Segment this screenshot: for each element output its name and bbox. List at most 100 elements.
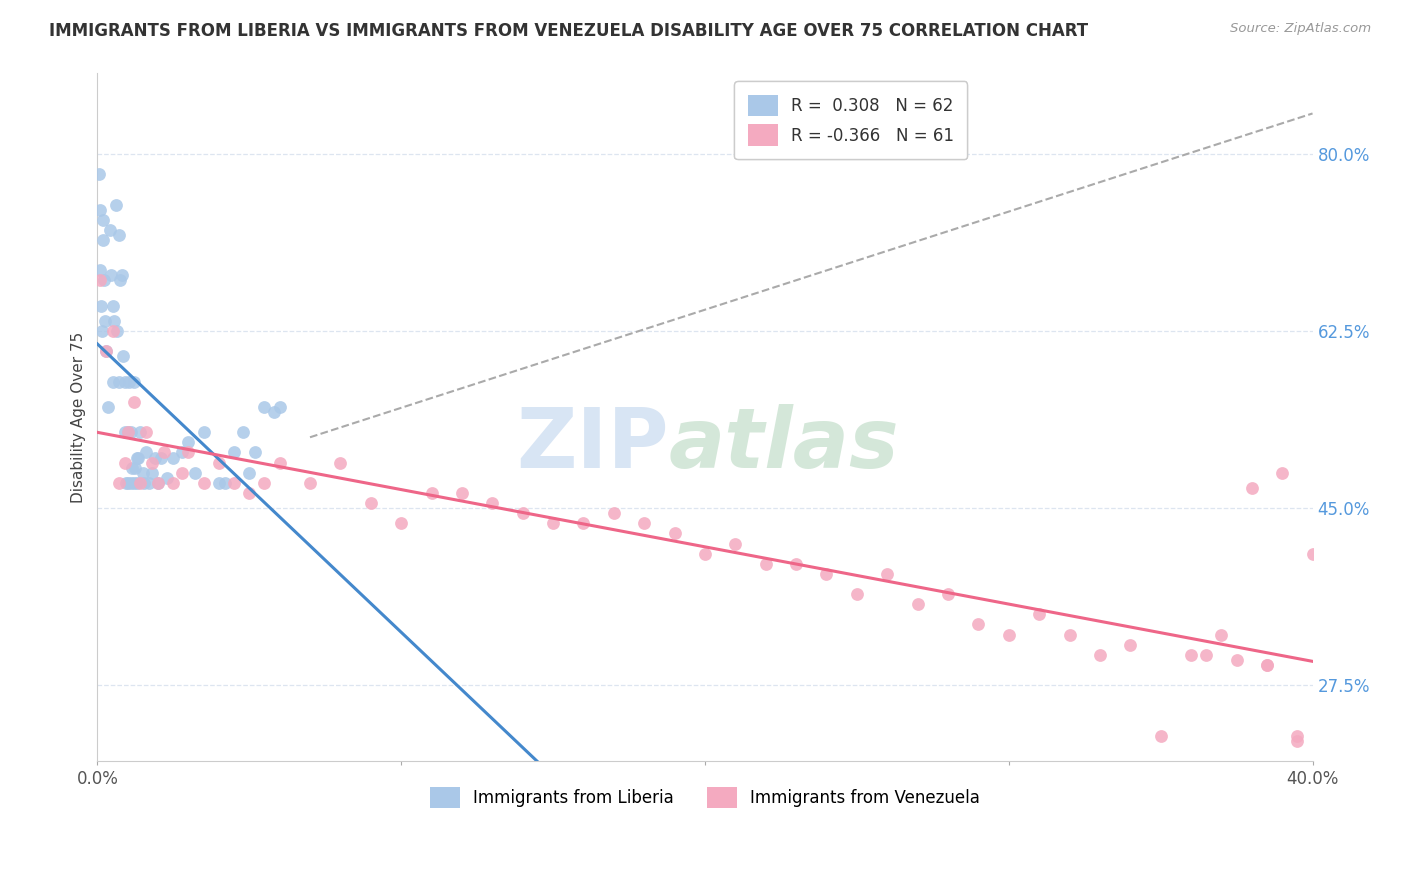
Point (815, 566, 838, 581)
Point (1271, 466, 1294, 480)
Point (1240, 481, 1263, 495)
Point (114, 456, 136, 470)
Point (120, 475, 142, 490)
Point (967, 617, 990, 632)
Point (1149, 729, 1171, 743)
Point (876, 566, 898, 581)
Point (997, 627, 1019, 641)
Point (89, 273, 111, 287)
Point (1059, 627, 1081, 641)
Point (156, 471, 179, 485)
Point (97, 400, 120, 414)
Point (89, 202, 111, 217)
Point (135, 425, 157, 440)
Text: IMMIGRANTS FROM LIBERIA VS IMMIGRANTS FROM VENEZUELA DISABILITY AGE OVER 75 CORR: IMMIGRANTS FROM LIBERIA VS IMMIGRANTS FR… (49, 22, 1088, 40)
Point (245, 445, 267, 459)
Text: atlas: atlas (668, 404, 898, 485)
Point (128, 425, 150, 440)
Point (664, 526, 686, 541)
Point (120, 425, 142, 440)
Point (101, 299, 124, 313)
Point (936, 587, 959, 601)
Point (1119, 638, 1142, 652)
Point (222, 445, 245, 459)
Point (91, 212, 114, 227)
Point (214, 475, 236, 490)
Point (108, 273, 131, 287)
Point (127, 450, 149, 465)
Point (785, 557, 807, 571)
Point (208, 456, 231, 470)
Point (101, 375, 124, 389)
Point (1302, 547, 1324, 561)
Point (693, 547, 716, 561)
Point (125, 450, 148, 465)
Point (121, 460, 143, 475)
Point (90, 299, 112, 313)
Point (117, 425, 139, 440)
Point (907, 597, 929, 611)
Point (177, 445, 200, 459)
Point (193, 425, 215, 440)
Point (107, 475, 129, 490)
Point (104, 197, 127, 211)
Point (153, 445, 176, 459)
Point (162, 450, 184, 465)
Point (253, 475, 276, 490)
Point (481, 496, 503, 510)
Point (541, 516, 564, 531)
Point (122, 395, 145, 409)
Point (124, 460, 146, 475)
Point (122, 475, 145, 490)
Point (143, 450, 166, 465)
Point (238, 466, 260, 480)
Point (420, 486, 443, 500)
Point (146, 475, 169, 490)
Point (107, 375, 129, 389)
Point (122, 375, 145, 389)
Point (389, 516, 412, 531)
Point (172, 445, 194, 459)
Point (100, 268, 122, 283)
Point (360, 496, 382, 510)
Point (755, 557, 778, 571)
Point (118, 375, 141, 389)
Point (263, 405, 285, 419)
Point (90, 324, 112, 338)
Point (1286, 729, 1309, 743)
Point (135, 445, 157, 459)
Point (105, 324, 128, 338)
Point (724, 536, 747, 550)
Point (845, 587, 868, 601)
Point (603, 506, 626, 520)
Point (193, 475, 215, 490)
Point (141, 466, 163, 480)
Text: Source: ZipAtlas.com: Source: ZipAtlas.com (1230, 22, 1371, 36)
Point (96, 344, 118, 359)
Point (1088, 648, 1111, 662)
Point (117, 475, 139, 490)
Point (172, 466, 194, 480)
Point (117, 425, 139, 440)
Point (162, 475, 184, 490)
Point (114, 425, 136, 440)
Point (177, 435, 200, 450)
Point (1028, 607, 1050, 622)
Point (101, 324, 124, 338)
Point (93, 273, 115, 287)
Point (1256, 657, 1278, 672)
Point (112, 349, 135, 363)
Point (512, 506, 534, 520)
Point (87, 167, 110, 181)
Point (115, 475, 138, 490)
Point (98, 223, 121, 237)
Point (125, 475, 148, 490)
Point (633, 516, 655, 531)
Point (222, 475, 245, 490)
Point (329, 456, 352, 470)
Point (128, 475, 150, 490)
Point (253, 400, 276, 414)
Point (107, 227, 129, 242)
Point (89, 263, 111, 277)
Point (269, 400, 291, 414)
